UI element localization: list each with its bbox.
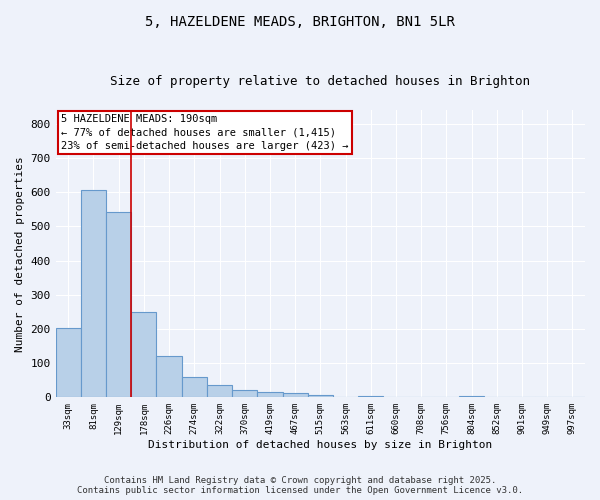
Bar [257, 392, 283, 398]
Bar [207, 384, 232, 398]
Bar [358, 396, 383, 398]
Bar [182, 377, 207, 398]
Bar [308, 396, 333, 398]
Bar [81, 190, 106, 398]
Text: 5, HAZELDENE MEADS, BRIGHTON, BN1 5LR: 5, HAZELDENE MEADS, BRIGHTON, BN1 5LR [145, 15, 455, 29]
Bar [131, 312, 157, 398]
Bar [232, 390, 257, 398]
X-axis label: Distribution of detached houses by size in Brighton: Distribution of detached houses by size … [148, 440, 493, 450]
Text: 5 HAZELDENE MEADS: 190sqm
← 77% of detached houses are smaller (1,415)
23% of se: 5 HAZELDENE MEADS: 190sqm ← 77% of detac… [61, 114, 349, 150]
Title: Size of property relative to detached houses in Brighton: Size of property relative to detached ho… [110, 75, 530, 88]
Y-axis label: Number of detached properties: Number of detached properties [15, 156, 25, 352]
Bar [283, 393, 308, 398]
Bar [459, 396, 484, 398]
Bar [106, 212, 131, 398]
Text: Contains HM Land Registry data © Crown copyright and database right 2025.
Contai: Contains HM Land Registry data © Crown c… [77, 476, 523, 495]
Bar [157, 356, 182, 398]
Bar [56, 328, 81, 398]
